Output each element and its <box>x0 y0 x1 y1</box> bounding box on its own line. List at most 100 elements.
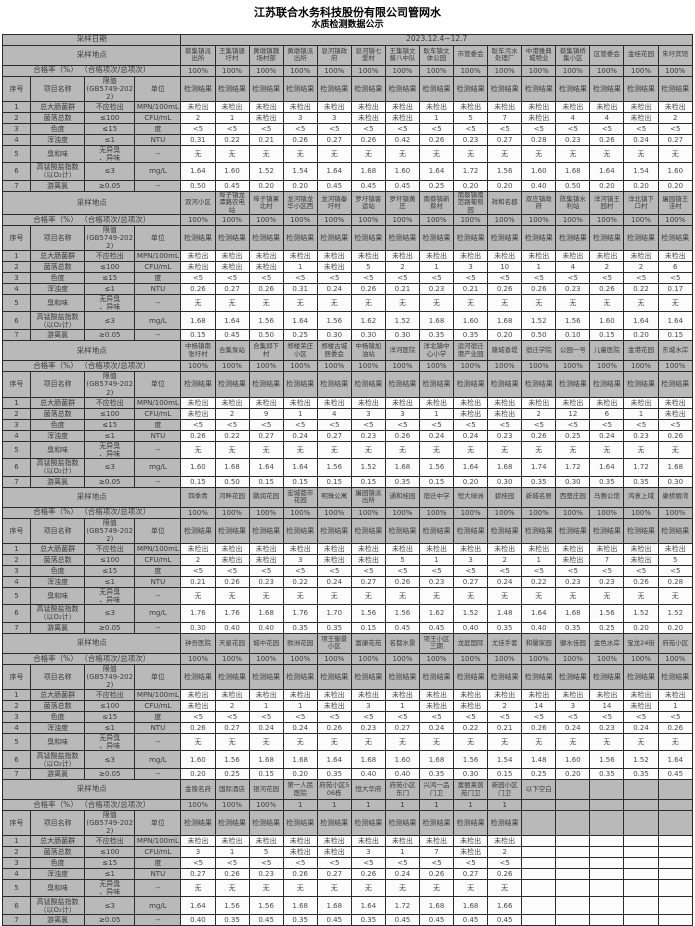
result-cell: 1.64 <box>453 457 489 477</box>
col-header-unit: 单位 <box>134 663 182 691</box>
result-cell: 0.40 <box>350 768 386 781</box>
result-header-cell: 检测结果 <box>248 663 284 691</box>
result-cell: 0.20 <box>487 179 523 192</box>
result-cell: 未检出 <box>453 396 489 409</box>
col-header-item: 项目名称 <box>30 517 86 544</box>
result-cell: 未检出 <box>350 553 386 566</box>
result-cell: 无 <box>657 440 694 459</box>
result-cell: 无 <box>350 586 386 605</box>
result-cell: 未检出 <box>248 542 284 555</box>
result-cell: 0.22 <box>282 575 318 588</box>
param-name: 高锰酸盐指数 （以O₂计） <box>30 457 86 477</box>
col-header-no: 序号 <box>1 663 32 691</box>
result-cell: 1.56 <box>555 311 591 331</box>
result-cell: 未检出 <box>282 689 318 702</box>
result-cell: 无 <box>589 294 625 313</box>
pass-rate-cell: 100% <box>282 64 318 77</box>
result-header-cell: 检测结果 <box>282 371 318 398</box>
result-cell <box>589 868 625 881</box>
result-cell: 0.30 <box>657 475 694 488</box>
result-cell: 0.45 <box>316 179 352 192</box>
result-cell: 1.64 <box>248 457 284 477</box>
result-cell: 0.10 <box>555 329 591 342</box>
param-no: 2 <box>1 700 32 713</box>
result-cell: <5 <box>657 122 694 135</box>
param-no: 6 <box>1 457 32 477</box>
result-cell: 1.64 <box>418 161 455 181</box>
pass-rate-cell: 1 <box>487 799 523 812</box>
result-cell: 无 <box>487 144 523 163</box>
result-cell: 0.25 <box>589 621 625 634</box>
result-cell: 0.24 <box>316 575 352 588</box>
table-row: 序号 项目名称 限值 (GB5749-2022) 单位 检测结果 检测结果 检测结果 检测结果… <box>1 371 694 398</box>
param-row: 3 色度 ≤15 度 <5 <5 <5 <5 <5 <5 <5 <5 <5 <5 <5 <5 <5 <5 <5 <box>1 272 694 285</box>
pass-rate-cell: 100% <box>248 506 284 519</box>
result-cell: 未检出 <box>350 100 386 113</box>
result-cell: 3 <box>384 407 420 420</box>
location-cell: 恒大绿洲 <box>453 486 489 508</box>
result-cell: <5 <box>384 418 420 431</box>
location-cell: 四季青 <box>180 486 216 508</box>
result-header-cell: 检测结果 <box>282 75 318 102</box>
param-name: 总大肠菌群 <box>30 689 86 702</box>
result-cell: 未检出 <box>418 689 455 702</box>
result-cell: 0.22 <box>521 575 557 588</box>
result-cell: <5 <box>657 418 694 431</box>
param-limit: ≤100 <box>84 553 136 566</box>
param-name: 浑浊度 <box>30 283 86 296</box>
result-cell: 2 <box>384 261 420 274</box>
result-cell: 无 <box>453 879 489 898</box>
result-header-cell: 检测结果 <box>555 517 591 544</box>
param-no: 1 <box>1 542 32 555</box>
result-cell: 7 <box>487 111 523 124</box>
result-cell: 0.26 <box>623 575 659 588</box>
result-cell <box>657 914 694 926</box>
table-row: 序号 项目名称 限值 (GB5749-2022) 单位 检测结果 检测结果 检测结果 检测结果… <box>1 75 694 102</box>
location-cell: 郑楼荣庄小区 <box>282 340 318 362</box>
pass-rate-cell: 100% <box>589 214 625 227</box>
result-header-cell <box>521 810 557 837</box>
result-cell: 0.26 <box>589 283 625 296</box>
result-cell: 0.45 <box>214 329 250 342</box>
pass-rate-cell: 100% <box>623 506 659 519</box>
result-cell: 未检出 <box>384 689 420 702</box>
param-unit: CFU/mL <box>134 407 182 420</box>
param-no: 3 <box>1 418 32 431</box>
result-cell: 无 <box>555 144 591 163</box>
result-cell: 1 <box>521 261 557 274</box>
result-cell: 未检出 <box>453 250 489 263</box>
result-cell: 未检出 <box>180 689 216 702</box>
result-cell: 0.26 <box>248 283 284 296</box>
result-cell: 0.26 <box>180 283 216 296</box>
result-header-cell: 检测结果 <box>350 225 386 252</box>
result-cell: 0.30 <box>453 768 489 781</box>
result-cell: 无 <box>521 144 557 163</box>
result-cell: 2 <box>521 407 557 420</box>
param-row: 3 色度 ≤15 度 <5 <5 <5 <5 <5 <5 <5 <5 <5 <5 <5 <5 <5 <5 <5 <box>1 418 694 431</box>
result-header-cell: 检测结果 <box>418 517 455 544</box>
result-cell: 未检出 <box>384 835 420 848</box>
result-cell: 0.27 <box>453 868 489 881</box>
pass-rate-cell: 100% <box>350 360 386 373</box>
location-cell: 黄墩镇魏场村部 <box>248 44 284 66</box>
result-header-cell: 检测结果 <box>453 225 489 252</box>
param-unit: mg/L <box>134 457 182 477</box>
col-header-item: 项目名称 <box>30 75 86 102</box>
result-cell: 未检出 <box>316 835 352 848</box>
pass-rate-cell: 100% <box>589 652 625 665</box>
location-cell <box>555 779 591 801</box>
result-cell <box>555 857 591 870</box>
sample-location-label: 采样地点 <box>1 779 182 801</box>
result-cell: 1.76 <box>282 603 318 623</box>
param-row: 7 游离氯 ≥0.05 -- 0.40 0.35 0.45 0.35 0.45 0.35 0.45 0… <box>1 914 694 926</box>
param-no: 3 <box>1 272 32 285</box>
pass-rate-cell: 100% <box>214 214 250 227</box>
result-cell: 未检出 <box>214 553 250 566</box>
location-cell: 合集泵站 <box>214 340 250 362</box>
param-row: 7 游离氯 ≥0.05 -- 0.20 0.25 0.15 0.20 0.35 0.40 0.40 0… <box>1 768 694 781</box>
result-cell: 未检出 <box>521 689 557 702</box>
result-cell: 0.21 <box>180 575 216 588</box>
result-cell: 1.68 <box>418 311 455 331</box>
result-cell: 1.68 <box>384 457 420 477</box>
